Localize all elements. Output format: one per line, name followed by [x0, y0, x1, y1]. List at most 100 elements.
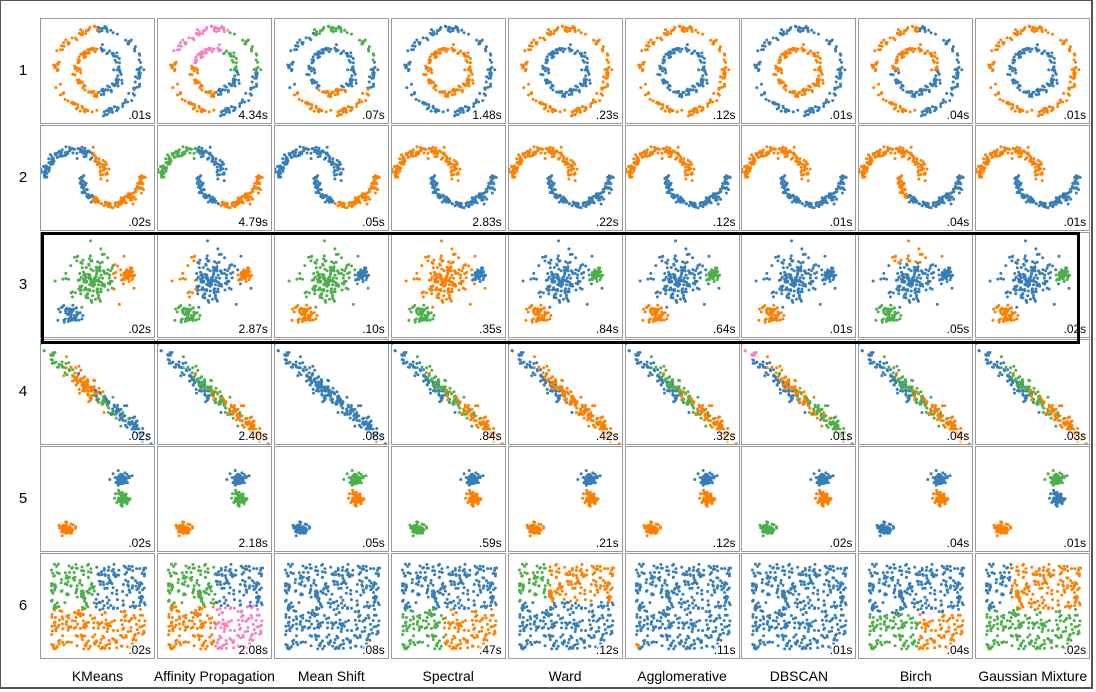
- scatter-point: [816, 51, 820, 55]
- scatter-point: [652, 145, 656, 149]
- scatter-point: [565, 30, 569, 34]
- scatter-point: [315, 151, 319, 155]
- scatter-point: [172, 69, 176, 73]
- scatter-point: [80, 149, 84, 153]
- scatter-point: [879, 148, 883, 152]
- scatter-point: [195, 28, 199, 32]
- scatter-point: [882, 150, 886, 154]
- scatter-point: [462, 31, 466, 35]
- scatter-point: [437, 192, 441, 196]
- scatter-panel: 2.83s: [390, 124, 506, 231]
- scatter-point: [89, 267, 93, 271]
- scatter-point: [534, 99, 538, 103]
- scatter-point: [906, 51, 910, 55]
- scatter-point: [605, 74, 609, 78]
- scatter-point: [804, 25, 808, 28]
- scatter-point: [609, 68, 613, 72]
- scatter-point: [80, 106, 84, 110]
- scatter-point: [483, 195, 487, 199]
- scatter-point: [219, 110, 223, 114]
- scatter-point: [1015, 185, 1019, 189]
- scatter-point: [827, 42, 831, 46]
- scatter-point: [1030, 47, 1034, 51]
- scatter-point: [911, 47, 915, 50]
- scatter-point: [132, 195, 136, 199]
- scatter-point: [463, 54, 467, 58]
- scatter-point: [531, 38, 535, 42]
- scatter-point: [668, 183, 672, 187]
- scatter-point: [92, 47, 96, 50]
- scatter-point: [160, 172, 164, 176]
- scatter-point: [931, 105, 935, 109]
- scatter-point: [575, 167, 579, 171]
- scatter-point: [274, 167, 277, 171]
- scatter-point: [430, 149, 434, 153]
- scatter-point: [539, 147, 543, 151]
- scatter-point: [949, 92, 953, 96]
- runtime-label: 1.48s: [472, 108, 502, 122]
- scatter-point: [822, 81, 826, 85]
- scatter-point: [405, 49, 409, 53]
- scatter-point: [178, 91, 182, 95]
- scatter-point: [677, 159, 681, 163]
- scatter-point: [193, 78, 197, 82]
- scatter-point: [243, 192, 247, 196]
- scatter-point: [680, 47, 683, 51]
- scatter-point: [654, 101, 658, 105]
- scatter-point: [668, 55, 672, 59]
- runtime-label: .01s: [1063, 108, 1087, 122]
- scatter-point: [88, 90, 92, 94]
- scatter-point: [479, 198, 483, 202]
- scatter-point: [197, 149, 201, 153]
- scatter-point: [313, 182, 317, 186]
- scatter-point: [779, 31, 783, 35]
- scatter-point: [295, 41, 299, 45]
- scatter-point: [535, 145, 539, 149]
- scatter-point: [657, 64, 661, 68]
- runtime-label: 4.34s: [238, 108, 268, 122]
- scatter-point: [133, 80, 137, 84]
- scatter-point: [836, 68, 840, 72]
- scatter-point: [211, 156, 215, 160]
- scatter-point: [583, 74, 587, 78]
- scatter-point: [414, 97, 418, 101]
- scatter-point: [762, 148, 766, 152]
- scatter-point: [606, 60, 610, 64]
- scatter-point: [809, 110, 813, 114]
- scatter-point: [1015, 190, 1019, 194]
- scatter-point: [1070, 186, 1074, 190]
- scatter-point: [1019, 150, 1023, 154]
- scatter-point: [315, 179, 319, 183]
- scatter-point: [214, 199, 218, 203]
- scatter-point: [197, 190, 201, 194]
- scatter-point: [713, 196, 717, 200]
- scatter-point: [784, 88, 788, 92]
- scatter-point: [585, 200, 589, 204]
- scatter-point: [660, 61, 664, 65]
- scatter-point: [177, 154, 181, 158]
- scatter-point: [603, 85, 607, 89]
- scatter-point: [976, 170, 978, 174]
- row-label-1: 1: [18, 62, 28, 79]
- scatter-point: [232, 32, 236, 36]
- scatter-point: [333, 177, 337, 181]
- scatter-point: [203, 195, 207, 199]
- scatter-point: [668, 150, 672, 154]
- scatter-point: [195, 109, 199, 113]
- scatter-point: [685, 27, 689, 30]
- scatter-point: [686, 92, 690, 96]
- scatter-point: [720, 181, 724, 185]
- scatter-point: [528, 148, 532, 152]
- scatter-point: [1026, 145, 1030, 149]
- scatter-point: [865, 160, 869, 164]
- scatter-point: [537, 101, 541, 105]
- scatter-point: [349, 32, 353, 36]
- scatter-point: [158, 164, 162, 168]
- scatter-point: [693, 28, 697, 32]
- scatter-point: [745, 164, 749, 168]
- scatter-point: [62, 91, 65, 95]
- scatter-point: [1070, 68, 1074, 72]
- scatter-point: [255, 74, 259, 78]
- scatter-point: [394, 172, 398, 176]
- scatter-point: [70, 101, 74, 105]
